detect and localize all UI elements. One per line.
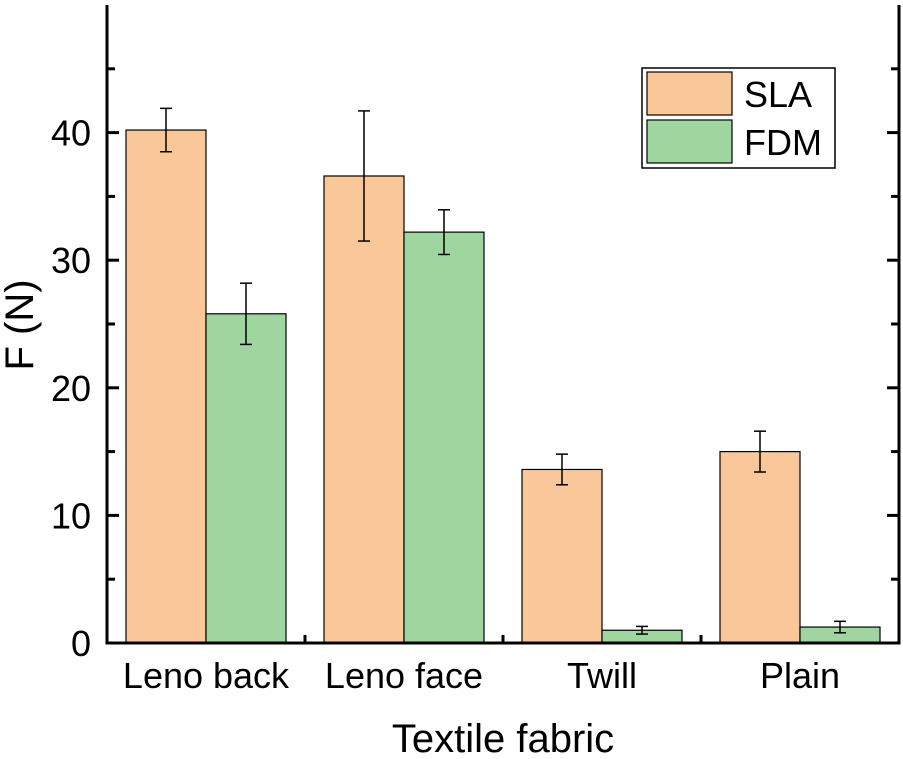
legend-swatch-fdm [646, 119, 733, 164]
x-axis-title: Textile fabric [392, 717, 614, 759]
x-tick-label: Plain [760, 655, 840, 696]
x-tick-label: Leno back [123, 655, 290, 696]
legend: SLA FDM [641, 67, 836, 169]
bar-sla [125, 129, 207, 644]
y-tick-label: 30 [51, 240, 91, 281]
legend-label-sla: SLA [744, 74, 812, 115]
bar-fdm [205, 313, 287, 644]
y-axis-title: F (N) [0, 279, 42, 370]
x-tick-label: Leno face [325, 655, 483, 696]
bar-sla [719, 451, 801, 644]
bar-sla [521, 468, 603, 644]
legend-swatch-sla [646, 71, 733, 116]
x-tick-label: Twill [567, 655, 637, 696]
bar-sla [323, 175, 405, 644]
y-tick-label: 40 [51, 113, 91, 154]
y-tick-label: 10 [51, 495, 91, 536]
bar-fdm [403, 231, 485, 644]
y-tick-label: 20 [51, 368, 91, 409]
legend-label-fdm: FDM [744, 122, 822, 163]
y-tick-label: 0 [71, 623, 91, 664]
